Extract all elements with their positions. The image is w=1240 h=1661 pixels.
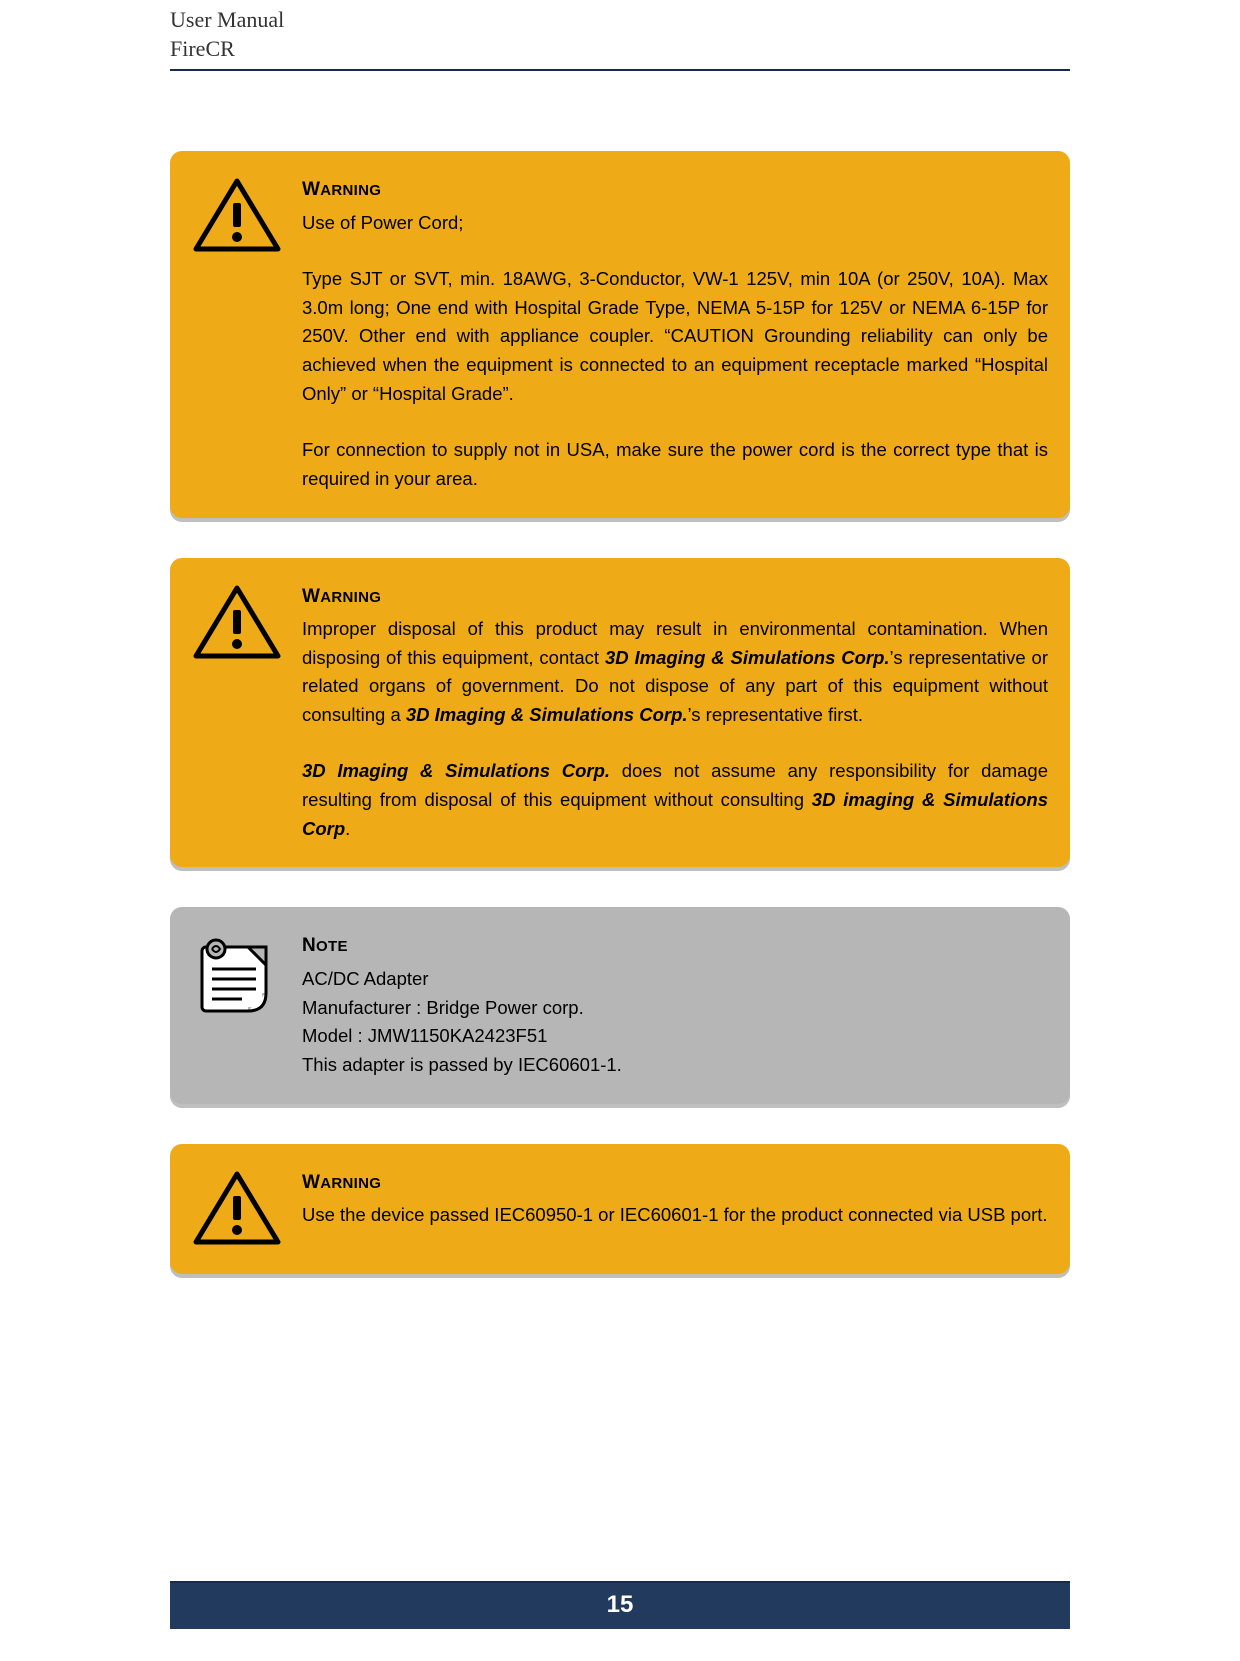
note-line2: Manufacturer : Bridge Power corp. [302, 994, 1048, 1023]
page-footer: 15 [170, 1581, 1070, 1629]
page-number: 15 [170, 1583, 1070, 1629]
warning1-p1: Use of Power Cord; [302, 209, 1048, 238]
warning2-p1: Improper disposal of this product may re… [302, 615, 1048, 730]
warning1-p3: For connection to supply not in USA, mak… [302, 436, 1048, 493]
page-header: User Manual FireCR [0, 0, 1240, 63]
warning-box-usb: WARNING Use the device passed IEC60950-1… [170, 1144, 1070, 1274]
note-title: NOTE [302, 931, 1048, 960]
warning-title: WARNING [302, 175, 1048, 204]
note-text-adapter: NOTE AC/DC Adapter Manufacturer : Bridge… [302, 931, 1048, 1079]
warning-icon [192, 175, 302, 257]
warning-icon [192, 582, 302, 664]
warning-title: WARNING [302, 582, 1048, 611]
warning3-p1: Use the device passed IEC60950-1 or IEC6… [302, 1201, 1048, 1230]
warning-icon [192, 1168, 302, 1250]
warning-text-disposal: WARNING Improper disposal of this produc… [302, 582, 1048, 844]
header-title-2: FireCR [170, 35, 1240, 64]
page: User Manual FireCR WARNING Use of Power … [0, 0, 1240, 1661]
warning-text-power-cord: WARNING Use of Power Cord; Type SJT or S… [302, 175, 1048, 493]
warning2-p2: 3D Imaging & Simulations Corp. does not … [302, 757, 1048, 843]
content-area: WARNING Use of Power Cord; Type SJT or S… [0, 71, 1240, 1273]
warning1-p2: Type SJT or SVT, min. 18AWG, 3-Conductor… [302, 265, 1048, 408]
warning-box-disposal: WARNING Improper disposal of this produc… [170, 558, 1070, 868]
note-line1: AC/DC Adapter [302, 965, 1048, 994]
note-box-adapter: NOTE AC/DC Adapter Manufacturer : Bridge… [170, 907, 1070, 1103]
note-line3: Model : JMW1150KA2423F51 [302, 1022, 1048, 1051]
warning-title: WARNING [302, 1168, 1048, 1197]
note-line4: This adapter is passed by IEC60601-1. [302, 1051, 1048, 1080]
warning-box-power-cord: WARNING Use of Power Cord; Type SJT or S… [170, 151, 1070, 517]
note-icon [192, 931, 302, 1023]
header-title-1: User Manual [170, 6, 1240, 35]
warning-text-usb: WARNING Use the device passed IEC60950-1… [302, 1168, 1048, 1230]
